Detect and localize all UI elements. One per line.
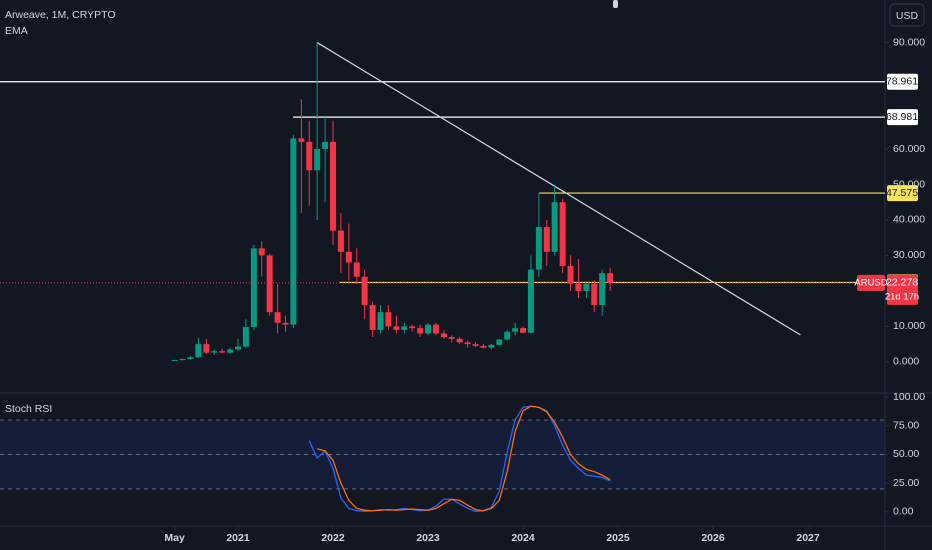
candle-body	[234, 346, 241, 350]
stoch-line	[316, 405, 611, 512]
candle-body	[512, 328, 519, 332]
y-tick-label: 100.00	[893, 391, 925, 403]
indicator-title[interactable]: Stoch RSI	[5, 403, 52, 415]
candle-body	[258, 248, 265, 256]
candle-body	[409, 326, 416, 329]
candle-body	[171, 360, 178, 362]
candle-body	[369, 305, 376, 330]
candle-body	[504, 331, 511, 340]
y-tick-label: 50.00	[893, 448, 919, 460]
candle-body	[551, 202, 558, 252]
candle-body	[385, 312, 392, 327]
candle-body	[203, 344, 210, 353]
candle-body	[211, 351, 218, 353]
x-tick-label: May	[164, 532, 185, 544]
candle-body	[417, 328, 424, 334]
candle-body	[290, 138, 297, 325]
candle-body	[353, 262, 360, 277]
candle-body	[306, 141, 313, 171]
candle-body	[322, 141, 329, 149]
candle-body	[195, 344, 202, 358]
candle-body	[496, 339, 503, 345]
candle-body	[567, 266, 574, 284]
candle-body	[274, 312, 281, 323]
candle-body	[527, 269, 534, 333]
level-label: 78.961	[886, 76, 918, 88]
candle-body	[377, 312, 384, 330]
x-tick-label: 2027	[796, 532, 820, 544]
chart-title: Arweave, 1M, CRYPTO	[5, 9, 115, 21]
candle-body	[591, 283, 598, 306]
candle-body	[314, 148, 321, 171]
candle-body	[520, 328, 527, 333]
level-label: 47.575	[886, 187, 918, 199]
currency-label[interactable]: USD	[896, 10, 919, 22]
y-tick-label: 0.00	[893, 506, 914, 518]
trendline	[316, 42, 801, 336]
x-tick-label: 2024	[511, 532, 535, 544]
candle-body	[227, 349, 234, 353]
x-tick-label: 2022	[321, 532, 345, 544]
candle-body	[472, 344, 479, 346]
level-badge	[887, 185, 918, 202]
countdown-label: 21d 17h	[885, 291, 919, 302]
candle-body	[242, 327, 249, 347]
level-label: 68.981	[886, 111, 918, 123]
y-tick-label: 25.00	[893, 477, 919, 489]
currency-button[interactable]	[889, 3, 925, 27]
candle-body	[361, 276, 368, 306]
candle-body	[599, 273, 606, 306]
candle-body	[330, 141, 337, 231]
stoch-line	[308, 405, 611, 512]
candle-body	[488, 344, 495, 348]
candle-body	[575, 283, 582, 291]
candle-body	[440, 333, 447, 338]
level-badge	[887, 73, 918, 90]
y-tick-label: 75.00	[893, 419, 919, 431]
candle-body	[583, 283, 590, 291]
candle-body	[480, 345, 487, 348]
candle-body	[448, 337, 455, 339]
candle-body	[425, 324, 432, 334]
candle-body	[187, 357, 194, 360]
candle-body	[456, 338, 463, 343]
y-tick-label: 90.000	[893, 36, 925, 48]
last-price-badge	[887, 274, 918, 305]
candle-body	[543, 227, 550, 252]
candle-body	[464, 342, 471, 345]
candle-body	[607, 273, 614, 283]
symbol-badge	[857, 274, 885, 291]
candle-body	[401, 326, 408, 330]
candle-body	[282, 322, 289, 325]
level-badge	[887, 109, 918, 126]
indicator-label[interactable]: EMA	[5, 25, 28, 37]
y-tick-label: 40.000	[893, 214, 925, 226]
last-price-label: 22.278	[886, 277, 918, 289]
candle-body	[345, 251, 352, 263]
candle-body	[219, 351, 226, 353]
candle-body	[337, 230, 344, 252]
x-tick-label: 2023	[416, 532, 440, 544]
candle-body	[179, 359, 186, 361]
candle-body	[535, 227, 542, 270]
x-tick-label: 2025	[606, 532, 630, 544]
handle[interactable]	[613, 0, 618, 8]
y-tick-label: 60.000	[893, 143, 925, 155]
y-tick-label: 10.000	[893, 320, 925, 332]
plot-layer: May 2021 2022 2023 2024 2025 2026 2027 0.000 10.0…	[0, 36, 925, 544]
candle-body	[266, 255, 273, 313]
symbol-label: ARUSD	[854, 277, 887, 288]
candle-body	[393, 326, 400, 330]
candle-body	[559, 202, 566, 267]
x-tick-label: 2021	[226, 532, 250, 544]
candle-body	[298, 138, 305, 142]
candle-body	[250, 248, 257, 328]
y-tick-label: 0.000	[893, 356, 919, 368]
y-tick-label: 30.000	[893, 249, 925, 261]
candle-body	[432, 324, 439, 334]
x-tick-label: 2026	[701, 532, 725, 544]
